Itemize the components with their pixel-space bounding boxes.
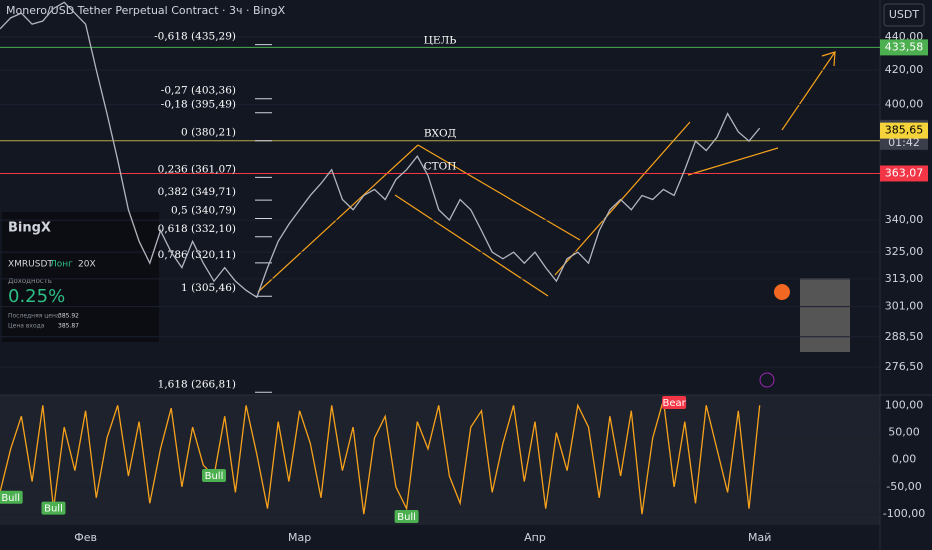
y-tick-label: 0,00 [892,453,917,466]
countdown: 01:42 [888,136,920,149]
y-tick-label: 50,00 [888,426,920,439]
level-label: ВХОД [424,128,456,140]
signal-label: Bull [205,471,224,482]
y-tick-label: 400,00 [885,98,924,111]
avatar-image [800,278,850,352]
fib-label: 0,5 (340,79) [171,204,236,216]
fib-label: -0,18 (395,49) [161,99,236,111]
fib-label: 1 (305,46) [181,282,236,294]
currency: USDT [889,8,920,21]
signal-label: Bull [397,512,416,523]
y-tick-label: 100,00 [885,398,924,411]
y-tick-label: 325,00 [885,245,924,258]
level-label: ЦЕЛЬ [424,34,457,46]
fib-label: -0,618 (435,29) [154,31,236,43]
signal-box [662,396,687,409]
fib-label: 0,618 (332,10) [158,223,236,235]
signal-box [394,510,419,523]
series-line [0,399,761,515]
trend-line [417,144,581,241]
price-tag-label: 433,58 [885,40,924,53]
trend-line [687,147,779,176]
signal-box [202,469,226,483]
signal-box [0,490,23,504]
fib-label: 1,618 (266,81) [158,378,236,390]
y-tick-label: -50,00 [886,480,921,493]
price-tag-label: 385,65 [885,124,924,137]
x-tick-label: Апр [524,531,546,544]
card-last: 385.92 [58,313,79,320]
alert-icon[interactable] [759,372,775,388]
trend-line [554,121,691,276]
y-tick-label: 301,00 [885,300,924,313]
arrow-head [821,51,836,67]
monero-icon [774,284,790,300]
fib-label: 0,786 (320,11) [158,249,236,261]
trend-line [257,144,419,293]
y-tick-label: 340,00 [885,213,924,226]
series-line [0,1,761,299]
fib-label: -0,27 (403,36) [161,85,236,97]
card-brand: BingX [8,221,51,236]
fib-label: 0,382 (349,71) [158,186,236,198]
signal-label: Bull [44,504,63,515]
drawings [257,51,836,297]
signal-label: Bull [1,493,20,504]
card-side: Лонг [50,260,73,270]
card-last-label: Последняя цена [8,313,60,320]
y-tick-label: 313,00 [885,272,924,285]
countdown-bg [880,135,928,150]
card-leverage: 20X [78,260,96,270]
signal-box [41,501,66,515]
x-tick-label: Фев [74,531,97,544]
x-tick-label: Мар [288,531,311,544]
price-tag [880,39,928,56]
card: BingX XMRUSDT Лонг 20X Доходность 0.25% … [2,212,159,342]
signal-label: Bear [662,398,686,409]
card-bg [2,212,159,342]
card-return-label: Доходность [8,277,52,285]
card-symbol: XMRUSDT [8,260,53,270]
card-return: 0.25% [8,286,65,307]
y-tick-label: -100,00 [883,507,925,520]
fib-label: 0 (380,21) [181,127,236,139]
y-tick-label: 276,50 [885,360,924,373]
y-tick-label: 420,00 [885,63,924,76]
currency-button[interactable] [883,3,925,27]
x-tick-label: Май [748,531,771,544]
price-tag [880,165,928,182]
card-entry-label: Цена входа [8,323,45,330]
y-tick-label: 288,50 [885,330,924,343]
card-entry: 385.87 [58,323,79,330]
price-tag-label: 363,07 [885,166,924,179]
fib-label: 0,236 (361,07) [158,163,236,175]
price-tag [880,122,928,139]
level-label: СТОП [424,160,457,172]
arrow [781,51,836,131]
